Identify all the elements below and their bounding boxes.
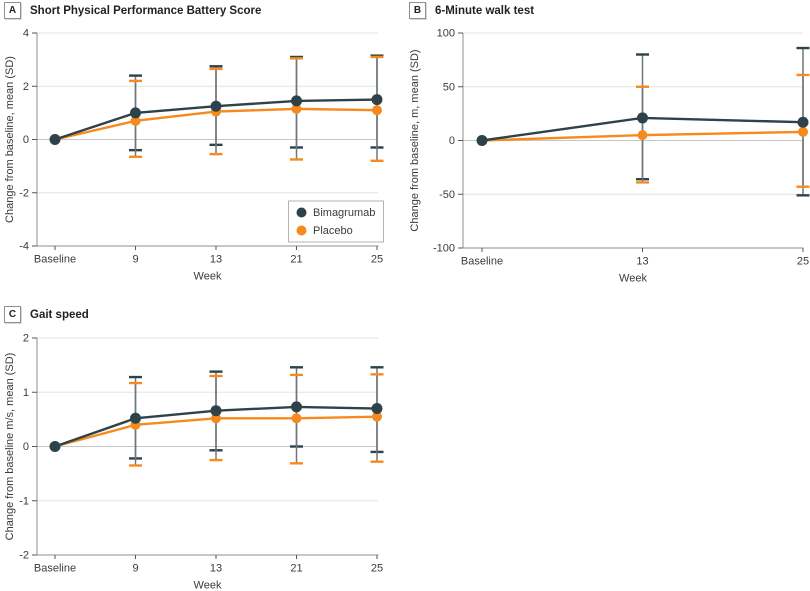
panel-c-title: Gait speed [30,308,89,321]
svg-text:9: 9 [132,254,138,266]
data-point-bimagrumab [637,112,648,124]
panel-a-chart: 4 2 0 -2 -4 Baseline 9 13 21 25 Week Change from ba… [4,28,384,283]
svg-text:0: 0 [449,135,455,147]
series-bimagrumab [49,401,383,452]
panel-b-header: B 6-Minute walk test [409,2,534,19]
svg-text:25: 25 [371,563,383,575]
svg-text:13: 13 [636,256,648,268]
x-axis: Baseline 13 25 [461,247,809,268]
svg-text:21: 21 [290,563,302,575]
series-bimagrumab [476,112,809,146]
data-point-bimagrumab [371,403,383,415]
data-point-bimagrumab [130,107,141,119]
gridlines [37,32,378,194]
svg-text:25: 25 [371,254,383,266]
panel-a-title: Short Physical Performance Battery Score [30,4,262,17]
x-axis: Baseline 9 13 21 25 [34,554,383,575]
data-point-bimagrumab [49,441,61,452]
panel-a-letter-box: A [4,2,21,19]
data-point-bimagrumab [291,401,302,413]
svg-text:13: 13 [210,254,222,266]
svg-text:-2: -2 [19,187,29,199]
x-axis: Baseline 9 13 21 25 [34,245,383,266]
error-bars-placebo [636,73,810,188]
panel-b: B 6-Minute walk test 100 50 0 -50 -100 Baseli… [405,0,810,295]
data-point-bimagrumab [371,94,383,106]
svg-text:0: 0 [23,134,29,146]
data-point-placebo [130,115,141,126]
axis-titles: Week Change from baseline m/s, mean (SD) [4,353,222,591]
data-point-placebo [291,103,302,114]
data-point-bimagrumab [210,100,222,112]
panel-c-letter-box: C [4,306,21,323]
data-point-placebo [372,411,382,422]
svg-text:-100: -100 [433,243,455,255]
svg-text:Change from baseline, mean (SD: Change from baseline, mean (SD) [4,56,16,223]
svg-text:2: 2 [23,333,29,345]
svg-text:100: 100 [437,28,455,40]
svg-text:Baseline: Baseline [461,256,503,268]
data-point-placebo [291,413,302,424]
data-point-bimagrumab [291,95,302,107]
y-axis: 4 2 0 -2 -4 [19,28,38,253]
svg-text:2: 2 [23,81,29,93]
data-point-bimagrumab [476,135,488,146]
gridlines [37,337,378,502]
svg-text:0: 0 [23,441,29,453]
svg-text:Week: Week [194,271,222,283]
svg-text:-2: -2 [19,550,29,562]
data-point-placebo [372,105,382,116]
svg-text:Baseline: Baseline [34,563,76,575]
panel-c-header: C Gait speed [4,306,89,323]
svg-text:50: 50 [443,81,455,93]
axis-titles: Week Change from baseline, m, mean (SD) [409,49,647,284]
svg-text:-1: -1 [19,495,29,507]
svg-text:Change from baseline m/s, mean: Change from baseline m/s, mean (SD) [4,353,16,541]
svg-text:Week: Week [194,580,222,591]
svg-text:21: 21 [290,254,302,266]
legend-label: Placebo [313,225,353,237]
svg-text:1: 1 [23,387,29,399]
gridlines [463,32,803,195]
data-point-bimagrumab [49,134,61,145]
svg-text:Baseline: Baseline [34,254,76,266]
data-point-placebo [798,126,808,137]
svg-text:13: 13 [210,563,222,575]
data-point-bimagrumab [210,405,222,417]
data-point-placebo [211,413,221,424]
panel-b-chart: 100 50 0 -50 -100 Baseline 13 25 Week Change from… [409,28,810,285]
svg-text:4: 4 [23,28,29,40]
data-point-bimagrumab [130,412,141,424]
panel-a-header: A Short Physical Performance Battery Sco… [4,2,261,19]
error-bars-placebo [129,373,384,467]
svg-text:9: 9 [132,563,138,575]
legend-marker-bimagrumab [296,207,307,218]
legend-marker-placebo [296,225,307,236]
y-axis: 100 50 0 -50 -100 [433,28,464,255]
panel-b-title: 6-Minute walk test [435,4,535,17]
panel-c: C Gait speed 2 1 0 -1 -2 Baseline 9 13 21 25 Week C… [0,295,405,591]
data-point-bimagrumab [797,116,809,128]
svg-text:Week: Week [619,273,647,285]
panel-a: A Short Physical Performance Battery Sco… [0,0,405,295]
y-axis: 2 1 0 -1 -2 [19,333,38,562]
svg-text:25: 25 [797,256,809,268]
svg-text:-4: -4 [19,241,29,253]
legend: Bimagrumab Placebo [288,200,384,243]
axis-titles: Week Change from baseline, mean (SD) [4,56,222,282]
svg-text:Change from baseline, m, mean: Change from baseline, m, mean (SD) [409,49,421,231]
legend-label: Bimagrumab [313,207,375,219]
data-point-placebo [637,130,648,141]
panel-b-letter-box: B [409,2,426,19]
error-bars-bimagrumab [129,366,384,460]
series-bimagrumab [49,94,383,145]
svg-text:-50: -50 [439,189,455,201]
